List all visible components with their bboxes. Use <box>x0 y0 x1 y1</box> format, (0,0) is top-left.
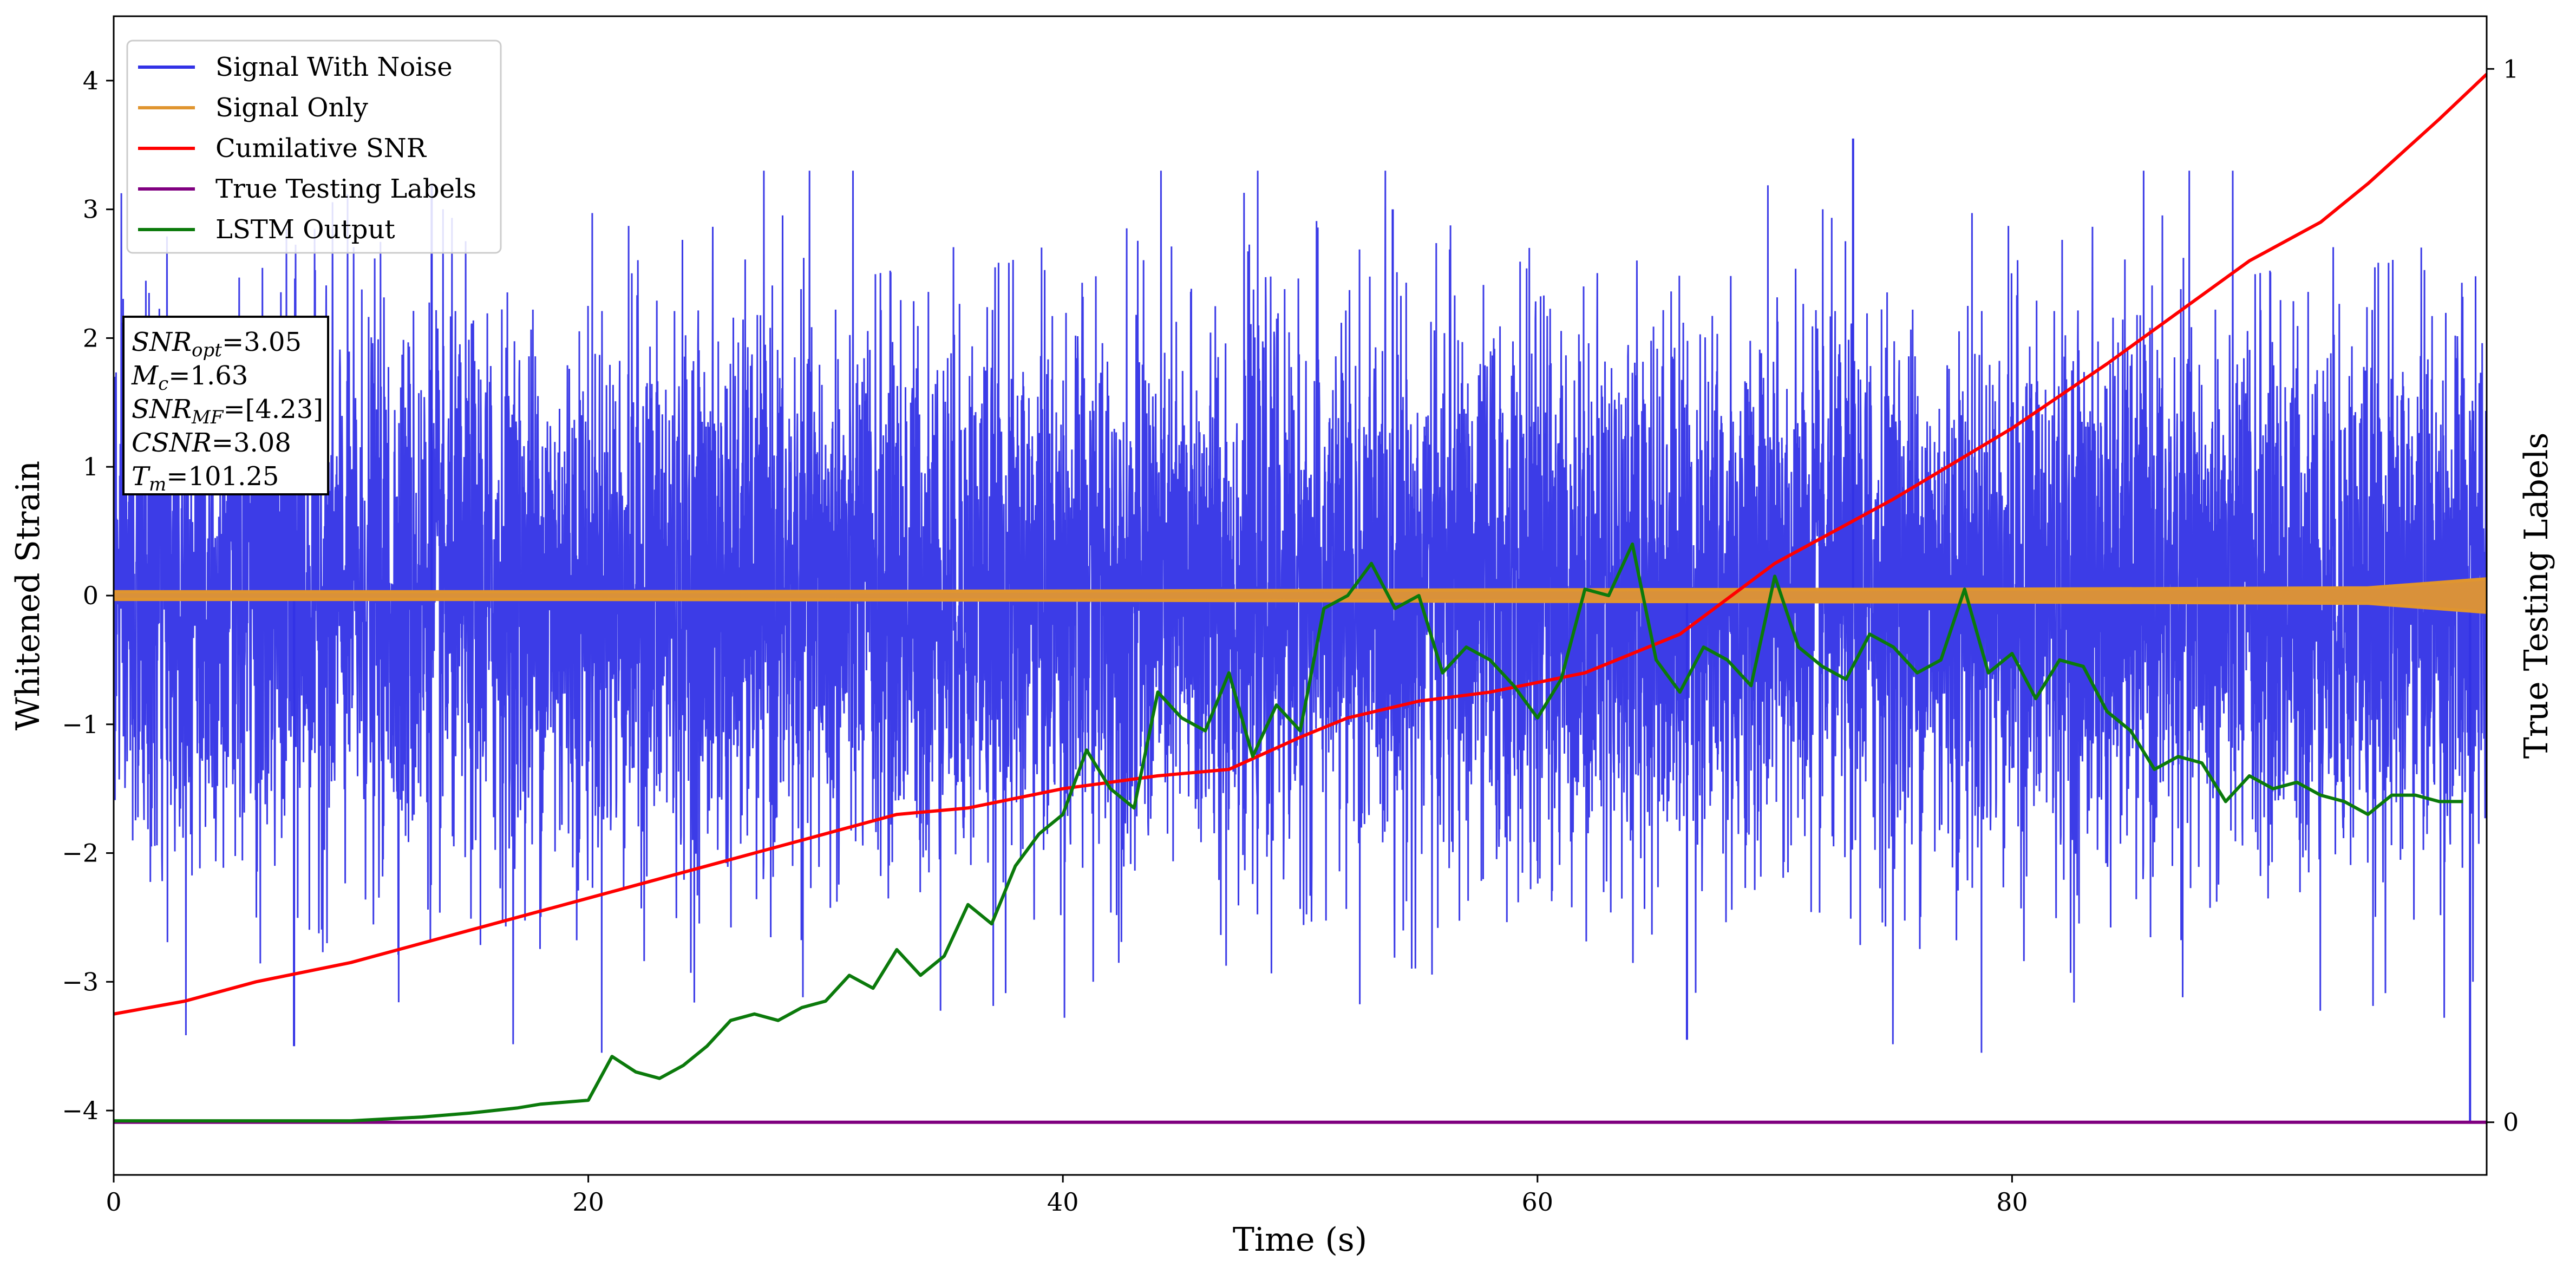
y2-tick-label: 0 <box>2503 1108 2519 1137</box>
legend-label: True Testing Labels <box>215 174 476 204</box>
y-tick-label: −3 <box>62 967 99 996</box>
parameter-line: SNRMF=[4.23] <box>132 394 323 428</box>
y-tick-label: −1 <box>62 710 99 739</box>
signal-only-series <box>114 577 2487 614</box>
y2-axis-label: True Testing Labels <box>2518 433 2555 759</box>
signal-only-band <box>114 577 2487 614</box>
legend-label: LSTM Output <box>215 214 395 245</box>
cumulative-snr-line <box>114 73 2487 1016</box>
x-tick-label: 40 <box>1047 1187 1079 1217</box>
y2-axis: 01 <box>2487 54 2519 1137</box>
info-box-frame <box>122 316 329 495</box>
signal-with-noise-line <box>114 171 2487 1053</box>
y-tick-label: −2 <box>62 839 99 868</box>
legend-label: Signal With Noise <box>215 52 453 82</box>
parameter-line: SNRopt=3.05 <box>132 327 302 361</box>
line-series-group <box>114 73 2487 1124</box>
y-tick-label: 2 <box>83 323 99 352</box>
parameter-annotation-box: SNRopt=3.05Mc=1.63SNRMF=[4.23]CSNR=3.08T… <box>122 316 329 495</box>
legend: Signal With Noise Signal Only Cumilative S… <box>126 40 502 254</box>
parameter-line: Tm=101.25 <box>132 461 279 495</box>
x-axis: 0 20 40 60 80 <box>106 1175 2028 1217</box>
signal-with-noise-series <box>114 138 2487 1123</box>
x-axis-label: Time (s) <box>1233 1221 1367 1259</box>
y-tick-label: 0 <box>83 581 99 610</box>
legend-frame <box>126 40 502 254</box>
y-tick-label: 3 <box>83 195 99 224</box>
y-tick-label: 4 <box>83 66 99 95</box>
lstm-output-line <box>114 542 2463 1123</box>
x-tick-label: 60 <box>1522 1187 1554 1217</box>
x-tick-label: 80 <box>1996 1187 2028 1217</box>
parameter-line: CSNR=3.08 <box>132 428 291 458</box>
y-tick-label: −4 <box>62 1096 99 1125</box>
legend-label: Signal Only <box>215 93 368 123</box>
x-tick-label: 0 <box>106 1187 121 1217</box>
x-tick-label: 20 <box>572 1187 604 1217</box>
y2-tick-label: 1 <box>2503 54 2519 83</box>
y-axis-label: Whitened Strain <box>9 461 47 730</box>
y-tick-label: 1 <box>83 452 99 481</box>
y-axis: −4 −3 −2 −1 0 1 2 3 4 <box>62 66 114 1125</box>
parameter-line: Mc=1.63 <box>131 361 248 395</box>
legend-label: Cumilative SNR <box>215 133 427 164</box>
